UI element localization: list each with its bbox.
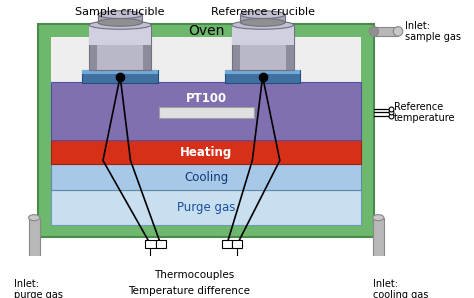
Text: Purge gas: Purge gas	[177, 201, 236, 214]
Ellipse shape	[98, 18, 143, 26]
Bar	[374, 27, 398, 36]
Bar	[89, 25, 151, 70]
Text: Inlet:
cooling gas: Inlet: cooling gas	[373, 279, 428, 298]
Bar	[143, 25, 151, 70]
Bar	[225, 70, 301, 83]
Bar	[51, 82, 361, 140]
Ellipse shape	[98, 11, 143, 18]
Ellipse shape	[232, 21, 293, 29]
Bar	[51, 164, 361, 190]
Bar	[155, 240, 166, 248]
Bar	[38, 24, 374, 238]
Text: Reference
temperature: Reference temperature	[394, 102, 455, 123]
Text: Inlet:
purge gas: Inlet: purge gas	[14, 279, 63, 298]
Bar	[232, 240, 242, 248]
Bar	[51, 140, 361, 164]
Bar	[89, 25, 97, 70]
Text: Temperature difference: Temperature difference	[128, 286, 250, 297]
Text: Heating: Heating	[180, 146, 232, 159]
Bar	[232, 25, 293, 70]
Text: Inlet:
sample gas: Inlet: sample gas	[405, 21, 461, 42]
Bar	[98, 15, 143, 22]
Ellipse shape	[240, 18, 285, 26]
Text: Thermocouples: Thermocouples	[154, 270, 234, 280]
Bar	[285, 25, 293, 70]
Ellipse shape	[373, 215, 384, 221]
Ellipse shape	[28, 215, 40, 221]
Bar	[82, 70, 158, 74]
Bar	[51, 190, 361, 225]
Bar	[222, 240, 232, 248]
Bar	[373, 218, 384, 276]
Bar	[225, 70, 301, 74]
Text: PT100: PT100	[186, 91, 227, 105]
Ellipse shape	[373, 273, 384, 279]
Bar	[159, 107, 254, 118]
Bar	[232, 25, 293, 45]
Text: Reference crucible: Reference crucible	[210, 7, 315, 17]
Bar	[82, 70, 158, 83]
Ellipse shape	[28, 273, 40, 279]
Bar	[28, 218, 40, 276]
Bar	[51, 37, 361, 225]
Bar	[232, 25, 240, 70]
Ellipse shape	[240, 11, 285, 18]
Text: Cooling: Cooling	[184, 171, 228, 184]
Text: Sample crucible: Sample crucible	[75, 7, 165, 17]
Ellipse shape	[369, 27, 379, 36]
Bar	[146, 240, 155, 248]
Bar	[240, 15, 285, 22]
Bar	[89, 25, 151, 45]
Ellipse shape	[89, 21, 151, 29]
Ellipse shape	[393, 27, 403, 36]
Text: Oven: Oven	[188, 24, 224, 38]
